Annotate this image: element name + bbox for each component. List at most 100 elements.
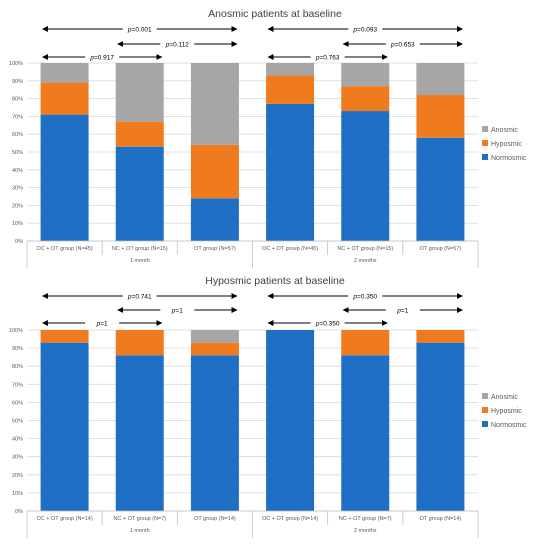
significance-label-bg bbox=[85, 318, 120, 327]
significance-label-bg bbox=[85, 52, 120, 61]
bar-segment-hyposmic bbox=[115, 121, 164, 147]
legend-swatch-hyposmic bbox=[482, 407, 488, 413]
x-tick-label: NC + OT group (N=7) bbox=[339, 516, 392, 522]
chart-title: Anosmic patients at baseline bbox=[208, 8, 342, 20]
bar-segment-normosmic bbox=[266, 330, 315, 511]
significance-label: p=0.001 bbox=[127, 27, 152, 34]
significance-label: p=0.350 bbox=[352, 294, 377, 301]
chart-panel-1: Anosmic patients at baseline 0% 10% 20% 30% 4… bbox=[9, 8, 527, 268]
significance-label: p=1 bbox=[171, 308, 183, 315]
legend-label: Anosmic bbox=[491, 127, 518, 134]
p-value: =0.763 bbox=[319, 55, 339, 62]
p-value: =0.917 bbox=[94, 55, 114, 62]
p-symbol: p bbox=[352, 294, 357, 301]
p-value: =1 bbox=[175, 308, 183, 315]
y-tick-label: 80% bbox=[12, 97, 23, 103]
significance-label-bg bbox=[160, 39, 195, 48]
y-tick-label: 90% bbox=[12, 79, 23, 85]
significance-label-bg bbox=[385, 305, 420, 314]
chart-panel-2: Hyposmic patients at baseline 0% 10% 20% 30%… bbox=[9, 275, 527, 538]
bar-segment-normosmic bbox=[190, 355, 239, 511]
legend-label: Anosmic bbox=[491, 394, 518, 401]
y-tick-label: 30% bbox=[12, 455, 23, 461]
bar-segment-hyposmic bbox=[40, 330, 89, 343]
legend-swatch-hyposmic bbox=[482, 140, 488, 146]
legend-swatch-normosmic bbox=[482, 154, 488, 160]
y-tick-label: 20% bbox=[12, 203, 23, 209]
significance-label-bg bbox=[122, 24, 157, 33]
y-tick-label: 20% bbox=[12, 473, 23, 479]
x-group-label: 1 month bbox=[130, 528, 150, 534]
y-tick-label: 40% bbox=[12, 168, 23, 174]
p-value: =1 bbox=[100, 321, 108, 328]
significance-label: p=0.093 bbox=[352, 27, 377, 34]
y-tick-label: 50% bbox=[12, 150, 23, 156]
x-tick-label: NC + OT group (N=15) bbox=[112, 246, 168, 252]
p-value: =0.350 bbox=[357, 294, 377, 301]
p-value: =0.093 bbox=[357, 27, 377, 34]
y-tick-label: 0% bbox=[15, 509, 23, 515]
y-tick-label: 100% bbox=[9, 61, 23, 67]
p-value: =0.653 bbox=[395, 42, 415, 49]
y-tick-label: 90% bbox=[12, 346, 23, 352]
bar-segment-anosmic bbox=[40, 63, 89, 83]
legend-swatch-anosmic bbox=[482, 126, 488, 132]
bar-segment-normosmic bbox=[115, 146, 164, 241]
bar-segment-hyposmic bbox=[190, 342, 239, 356]
bar-segment-hyposmic bbox=[115, 330, 164, 356]
p-symbol: p bbox=[396, 308, 401, 315]
significance-label-bg bbox=[348, 291, 383, 300]
legend-label: Normosmic bbox=[491, 422, 527, 429]
y-tick-label: 0% bbox=[15, 239, 23, 245]
bar-segment-normosmic bbox=[341, 111, 390, 241]
significance-label-bg bbox=[348, 24, 383, 33]
p-value: =0.001 bbox=[132, 27, 152, 34]
bar-segment-hyposmic bbox=[40, 82, 89, 115]
p-symbol: p bbox=[165, 42, 170, 49]
x-tick-label: OC + OT group (N=45) bbox=[262, 246, 318, 252]
y-tick-label: 30% bbox=[12, 186, 23, 192]
significance-label: p=1 bbox=[96, 321, 108, 328]
significance-label: p=0.741 bbox=[127, 294, 152, 301]
legend-label: Hyposmic bbox=[491, 408, 522, 415]
bar-segment-hyposmic bbox=[266, 75, 315, 104]
x-tick-label: OT group (N=14) bbox=[194, 516, 236, 522]
x-tick-label: OT group (N=57) bbox=[194, 246, 236, 252]
y-tick-label: 50% bbox=[12, 419, 23, 425]
bar-segment-normosmic bbox=[40, 342, 89, 511]
x-tick-label: NC + OT group (N=15) bbox=[337, 246, 393, 252]
p-symbol: p bbox=[127, 294, 132, 301]
p-symbol: p bbox=[96, 321, 101, 328]
x-group-label: 1 month bbox=[130, 258, 150, 264]
y-tick-label: 70% bbox=[12, 382, 23, 388]
x-tick-label: OC + OT group (N=14) bbox=[262, 516, 318, 522]
y-tick-label: 60% bbox=[12, 132, 23, 138]
y-tick-label: 60% bbox=[12, 400, 23, 406]
bar-segment-normosmic bbox=[40, 114, 89, 241]
bar-segment-anosmic bbox=[190, 330, 239, 343]
p-value: =1 bbox=[401, 308, 409, 315]
significance-label-bg bbox=[385, 39, 420, 48]
p-value: =0.741 bbox=[132, 294, 152, 301]
legend-swatch-anosmic bbox=[482, 393, 488, 399]
p-symbol: p bbox=[352, 27, 357, 34]
bar-segment-normosmic bbox=[341, 355, 390, 511]
p-value: =0.112 bbox=[169, 42, 189, 49]
p-symbol: p bbox=[127, 27, 132, 34]
legend-swatch-normosmic bbox=[482, 421, 488, 427]
bar-segment-normosmic bbox=[266, 103, 315, 241]
chart-title: Hyposmic patients at baseline bbox=[205, 275, 345, 287]
significance-label-bg bbox=[310, 52, 345, 61]
bar-segment-hyposmic bbox=[341, 330, 390, 356]
significance-label-bg bbox=[160, 305, 195, 314]
bar-segment-anosmic bbox=[341, 63, 390, 87]
bar-segment-hyposmic bbox=[416, 95, 465, 138]
legend-label: Normosmic bbox=[491, 155, 527, 162]
p-symbol: p bbox=[315, 55, 320, 62]
significance-label-bg bbox=[122, 291, 157, 300]
bar-segment-normosmic bbox=[416, 342, 465, 511]
x-tick-label: OC + OT group (N=45) bbox=[37, 246, 93, 252]
bar-segment-anosmic bbox=[416, 63, 465, 96]
significance-label: p=0.917 bbox=[89, 55, 114, 62]
